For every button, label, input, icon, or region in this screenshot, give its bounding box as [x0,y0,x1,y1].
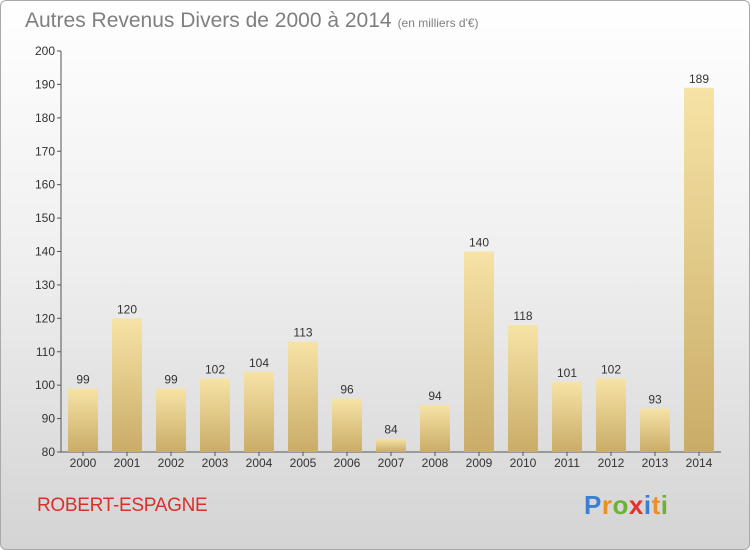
bar-value-label: 102 [205,362,225,376]
bar-value-label: 96 [340,383,354,397]
y-tick-label: 180 [35,111,55,125]
y-tick-label: 120 [35,311,55,325]
bar-2013 [640,408,670,452]
x-tick-label: 2005 [290,456,317,470]
x-tick-label: 2008 [422,456,449,470]
x-tick-label: 2014 [686,456,713,470]
bar-2003 [200,378,230,452]
bar-value-label: 84 [384,423,398,437]
bar-value-label: 101 [557,366,577,380]
y-tick-label: 110 [36,345,55,359]
bar-2012 [596,378,626,452]
x-tick-label: 2011 [554,456,580,470]
bar-value-label: 104 [249,356,269,370]
y-tick-label: 90 [42,412,56,426]
y-tick-label: 100 [35,378,55,392]
logo-letter: t [651,490,661,520]
commune-name: ROBERT-ESPAGNE [37,495,208,516]
bar-2008 [420,405,450,452]
x-tick-label: 2007 [378,456,405,470]
x-tick-label: 2006 [334,456,361,470]
x-tick-label: 2012 [598,456,625,470]
proxiti-logo: Proxiti [584,490,668,521]
y-tick-label: 150 [35,211,55,225]
bar-value-label: 102 [601,362,621,376]
logo-letter: i [660,490,669,520]
logo-letter: o [612,490,629,520]
bar-2004 [244,371,274,452]
logo-letter: i [643,490,652,520]
x-tick-label: 2002 [158,456,185,470]
bar-value-label: 189 [689,72,709,86]
logo-letter: x [628,490,644,520]
bar-2007 [376,438,406,452]
bar-value-label: 113 [293,326,312,340]
bar-value-label: 93 [648,393,662,407]
logo-letter: r [601,490,613,520]
chart-title-unit: (en milliers d'€) [397,16,479,30]
bar-2000 [68,388,98,452]
bar-2011 [552,381,582,452]
bar-2006 [332,398,362,452]
x-tick-label: 2010 [510,456,537,470]
bar-2002 [156,388,186,452]
y-tick-label: 160 [35,178,55,192]
bar-2010 [508,325,538,452]
x-tick-label: 2009 [466,456,493,470]
x-tick-label: 2013 [642,456,669,470]
y-tick-label: 140 [35,245,55,259]
bar-value-label: 120 [117,302,137,316]
bar-value-label: 118 [513,309,532,323]
logo-letter: P [584,490,602,520]
bar-2014 [684,87,714,452]
x-tick-label: 2004 [246,456,273,470]
x-tick-label: 2003 [202,456,229,470]
y-tick-label: 80 [42,445,56,459]
y-tick-label: 200 [35,44,55,58]
chart-title-main: Autres Revenus Divers de 2000 à 2014 [25,9,392,32]
bar-2005 [288,341,318,452]
bar-value-label: 140 [469,236,489,250]
bar-value-label: 94 [428,389,442,403]
y-tick-label: 130 [35,278,55,292]
x-tick-label: 2001 [114,456,141,470]
bar-value-label: 99 [164,373,178,387]
bar-value-label: 99 [76,373,90,387]
x-tick-label: 2000 [70,456,97,470]
bar-2001 [112,318,142,452]
chart-title: Autres Revenus Divers de 2000 à 2014 (en … [25,9,479,33]
y-tick-label: 190 [35,77,55,91]
y-tick-label: 170 [35,144,55,158]
bar-2009 [464,251,494,452]
